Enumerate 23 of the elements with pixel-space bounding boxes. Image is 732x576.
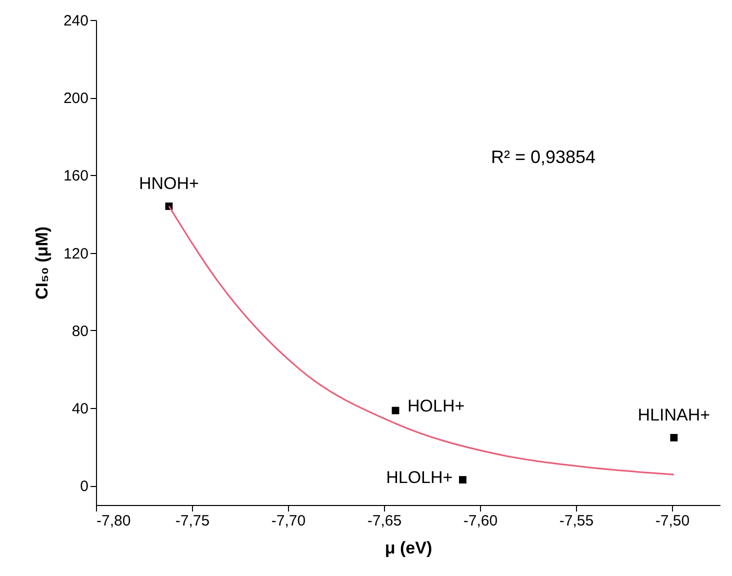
data-label: HLINAH+	[638, 406, 710, 425]
y-tick-label: 120	[63, 245, 88, 262]
y-tick-label: 160	[63, 168, 88, 185]
data-label: HNOH+	[138, 174, 200, 194]
point	[459, 476, 466, 484]
y-tick-label: 200	[63, 90, 88, 108]
y-tick-label: 80	[72, 322, 88, 340]
x-tick-label: -7,70	[271, 512, 306, 530]
y-axis-title: CI₅₀ (μM)	[32, 226, 52, 300]
x-tick-label: -7,55	[559, 512, 594, 530]
data-label: HLOLH+	[386, 468, 453, 487]
data-label: HOLH+	[408, 396, 465, 416]
x-tick-label: -7,60	[463, 512, 498, 530]
y-tick-label: 0	[80, 478, 88, 496]
point	[670, 434, 678, 442]
x-tick-label: -7,50	[655, 512, 690, 530]
x-axis-title: μ (eV)	[384, 538, 432, 558]
x-tick-label: -7,80	[96, 512, 131, 530]
x-tick-label: -7,75	[175, 512, 210, 530]
y-tick-label: 40	[72, 400, 88, 418]
y-tick-label: 240	[63, 12, 88, 30]
annotation: R² = 0,93854	[491, 147, 596, 167]
x-tick-label: -7,65	[367, 512, 402, 530]
